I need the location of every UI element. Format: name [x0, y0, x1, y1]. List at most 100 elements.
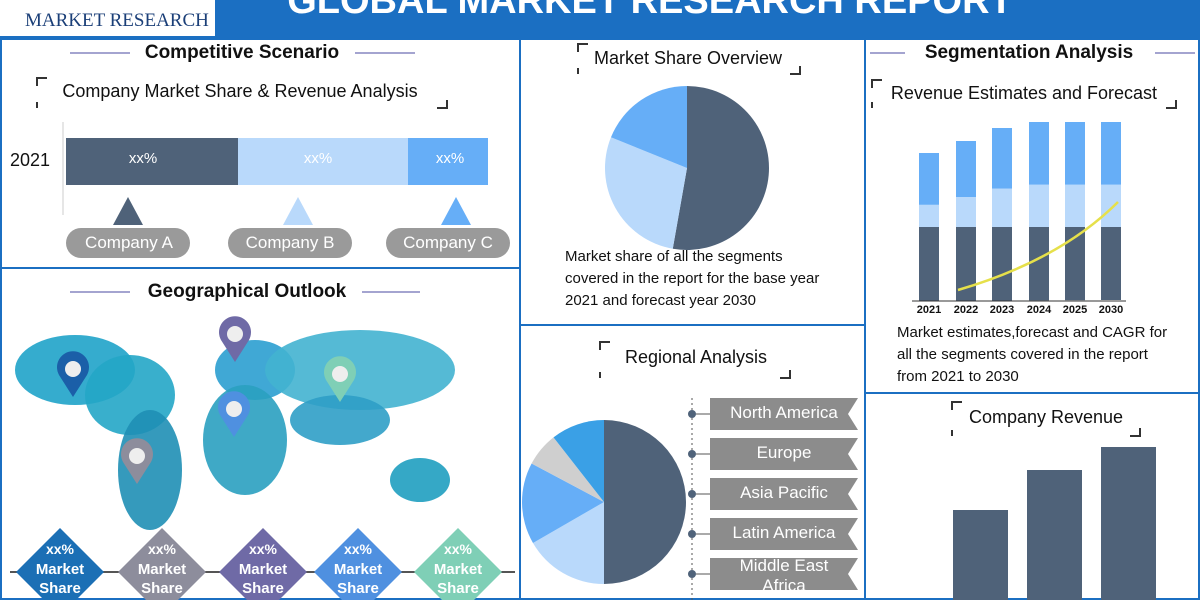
logo: MARKET RESEARCH [25, 10, 209, 31]
section-title: Regional Analysis [624, 347, 768, 367]
bar-label: xx% [128, 150, 158, 167]
pin-dot [332, 366, 348, 382]
year-label: 2023 [989, 304, 1015, 316]
region-label: Europe [756, 443, 812, 462]
logo-box [0, 0, 215, 36]
pointer [283, 197, 313, 225]
pin-dot [227, 326, 243, 342]
section-subtitle: Revenue Estimates and Forecast [890, 83, 1158, 103]
badge-label: Market Share [433, 561, 483, 597]
description: Market estimates,forecast and CAGR for a… [897, 324, 1168, 385]
revenue-bar [1101, 447, 1156, 600]
pie-slice [604, 420, 686, 584]
section-title: Geographical Outlook [147, 281, 347, 302]
revenue-bar [953, 510, 1008, 600]
stack-segment [1065, 122, 1085, 185]
year-label: 2021 [10, 150, 51, 170]
badge-label: Market Share [35, 561, 85, 597]
badge-value: xx% [147, 541, 177, 557]
pin-dot [129, 448, 145, 464]
region-box [710, 398, 858, 430]
pie-slice [531, 437, 604, 502]
section-title: Segmentation Analysis [924, 42, 1134, 63]
cagr-curve [957, 201, 1119, 292]
year-label: 2024 [1026, 304, 1052, 316]
pointer [441, 197, 471, 225]
region-label: North America [730, 403, 838, 422]
bar-segment [238, 138, 408, 185]
stack-segment [956, 197, 976, 227]
description: Market share of all the segments covered… [565, 248, 820, 309]
badge [118, 528, 206, 600]
stack-segment [1101, 122, 1121, 185]
company-label: Company B [245, 233, 335, 252]
bracket [577, 43, 801, 75]
revenue-bar [1027, 470, 1082, 600]
company-label: Company A [85, 233, 173, 252]
badge-value: xx% [443, 541, 473, 557]
badge [414, 528, 502, 600]
pie-slice [610, 86, 687, 168]
region-box [710, 478, 858, 510]
stack-segment [1101, 226, 1121, 300]
stack-segment [992, 226, 1012, 301]
section-title: Company Revenue [968, 407, 1124, 427]
stack-segment [1101, 184, 1121, 227]
bracket [36, 77, 448, 109]
pie-slice [553, 420, 604, 502]
stack-segment [1029, 226, 1049, 301]
bar-segment [66, 138, 238, 185]
badge-label: Market Share [238, 561, 288, 597]
stack-segment [1029, 184, 1049, 227]
panel-borders [0, 38, 1200, 600]
bracket [951, 401, 1141, 437]
stack-segment [1065, 184, 1085, 227]
region-dot [688, 450, 696, 458]
region-box [710, 518, 858, 550]
pointer [113, 197, 143, 225]
badge-value: xx% [45, 541, 75, 557]
region-label: Latin America [732, 523, 836, 542]
section-title: Market Share Overview [593, 48, 783, 68]
region-dot [688, 410, 696, 418]
bracket [599, 341, 791, 379]
region-dot [688, 490, 696, 498]
region-dot [688, 570, 696, 578]
stack-segment [992, 188, 1012, 227]
badge-label: Market Share [333, 561, 383, 597]
continent [290, 395, 390, 445]
badge [219, 528, 307, 600]
continent [118, 410, 182, 530]
bar-label: xx% [303, 150, 333, 167]
stack-segment [956, 226, 976, 301]
pill [386, 228, 510, 258]
continent [265, 330, 455, 410]
year-label: 2021 [916, 304, 942, 316]
region-box [710, 438, 858, 470]
year-label: 2030 [1098, 304, 1124, 316]
year-label: 2022 [953, 304, 979, 316]
stack-segment [919, 153, 939, 205]
badge [16, 528, 104, 600]
badge-label: Market Share [137, 561, 187, 597]
continent [390, 458, 450, 502]
region-box [710, 558, 858, 590]
pie-slice [532, 502, 604, 584]
pill [66, 228, 190, 258]
stack-segment [992, 128, 1012, 189]
stack-segment [919, 227, 939, 301]
region-dot [688, 530, 696, 538]
stack-segment [1029, 122, 1049, 185]
pin-dot [226, 401, 242, 417]
pie-slice [672, 86, 769, 251]
region-label: Middle East Africa [739, 556, 829, 595]
badge-value: xx% [248, 541, 278, 557]
bar-segment [408, 138, 488, 185]
company-label: Company C [403, 233, 493, 252]
year-label: 2025 [1062, 304, 1088, 316]
stack-segment [919, 204, 939, 227]
pill [228, 228, 352, 258]
section-subtitle: Company Market Share & Revenue Analysis [62, 81, 418, 101]
